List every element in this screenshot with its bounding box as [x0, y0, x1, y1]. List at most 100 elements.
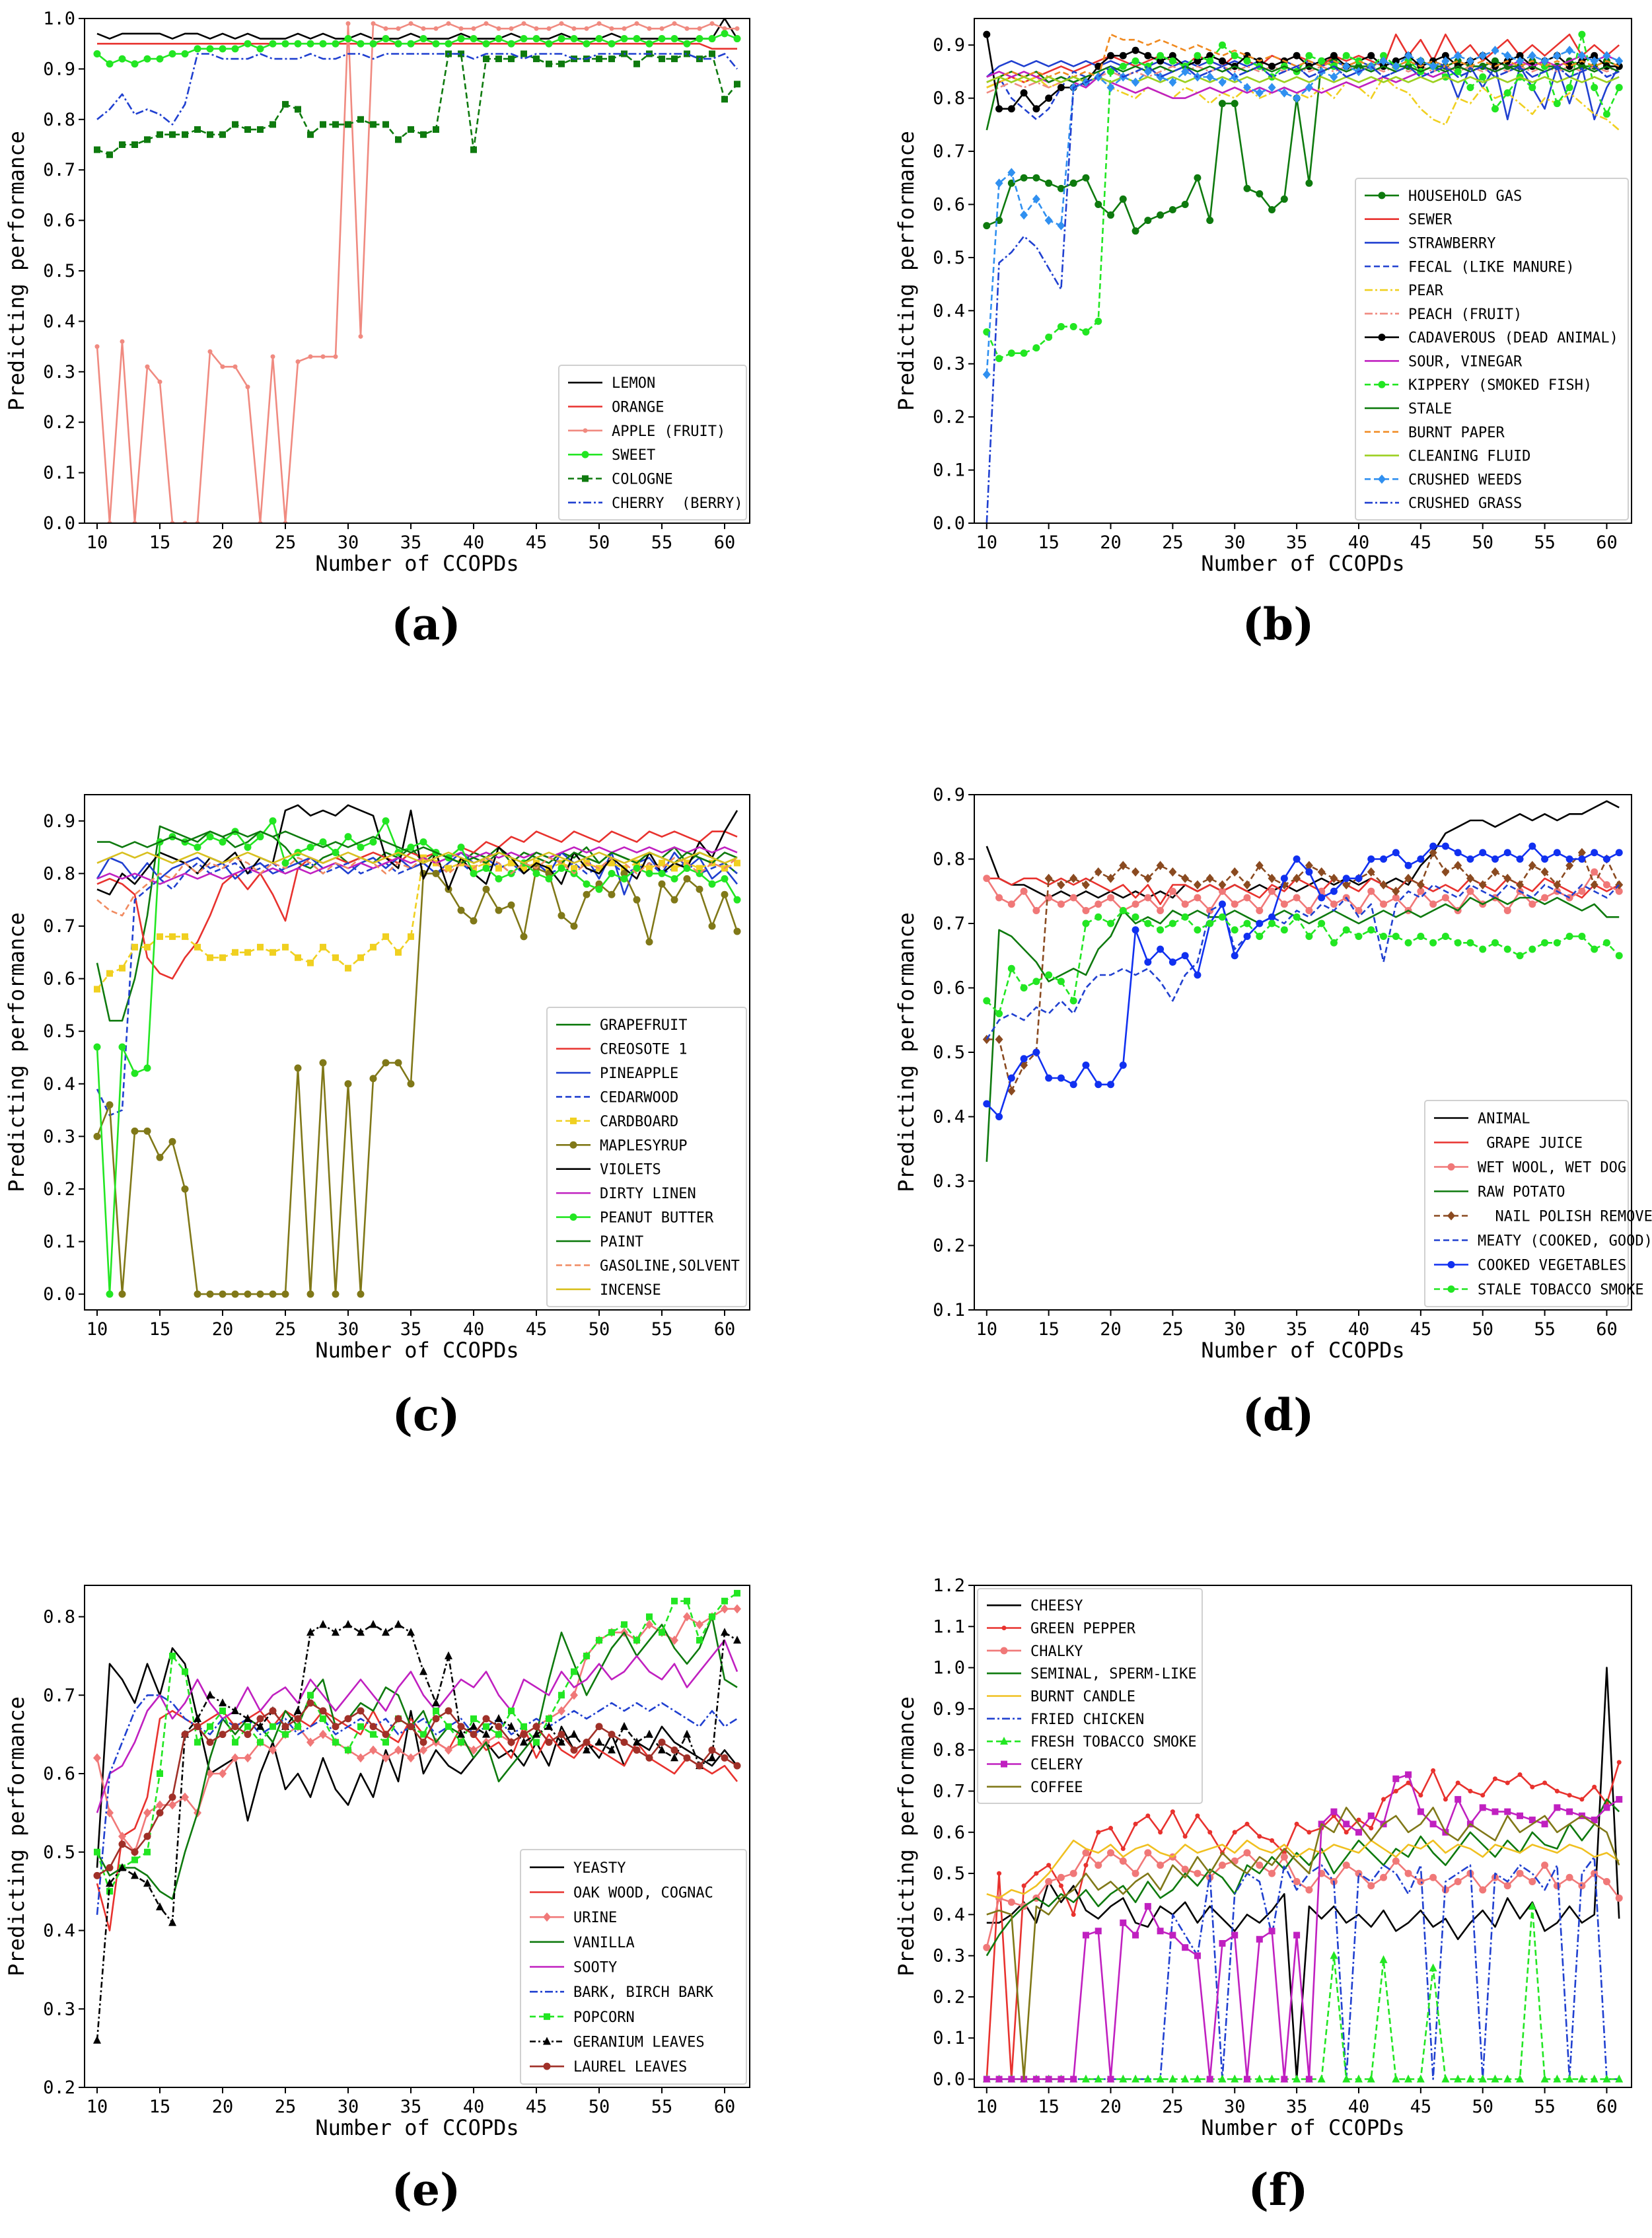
data-point	[1082, 907, 1090, 914]
data-point	[1404, 51, 1413, 61]
data-point	[1157, 1861, 1165, 1869]
data-point	[1095, 900, 1102, 908]
data-point	[1157, 57, 1165, 65]
data-point	[1243, 920, 1251, 927]
data-point	[1007, 105, 1015, 113]
data-point	[1144, 1902, 1151, 1910]
x-tick-label: 30	[338, 532, 359, 553]
data-point	[294, 1706, 302, 1714]
data-point	[709, 1613, 715, 1620]
data-point	[683, 864, 691, 872]
data-point	[281, 1290, 289, 1298]
data-point	[370, 1731, 377, 1738]
data-point	[1280, 875, 1288, 883]
data-point	[1045, 334, 1053, 342]
data-point	[1491, 2074, 1499, 2083]
data-point	[332, 1739, 339, 1746]
data-point	[1602, 855, 1610, 863]
data-point	[1429, 842, 1437, 850]
data-point	[1330, 900, 1338, 908]
data-point	[683, 1729, 691, 1738]
data-point	[407, 1628, 415, 1636]
data-point	[1243, 83, 1252, 92]
data-point	[182, 131, 188, 138]
data-point	[633, 1637, 640, 1644]
data-point	[1293, 855, 1301, 863]
data-point	[1417, 887, 1425, 895]
data-point	[106, 1101, 114, 1109]
data-point	[733, 896, 741, 904]
data-point	[369, 1723, 377, 1731]
data-point	[734, 81, 740, 88]
data-point	[194, 844, 201, 851]
legend-label: COFFEE	[1030, 1780, 1083, 1796]
data-point	[1194, 1952, 1201, 1959]
data-point	[683, 1754, 691, 1762]
chart-panel: 10 15 20 25 30 35 40 45 50 55 60 0.0 0.1 0.2 0.3 0.4 0.5…	[894, 18, 1632, 650]
data-point	[495, 875, 503, 883]
data-point	[1330, 939, 1338, 947]
data-point	[1540, 867, 1549, 877]
x-tick-label: 35	[1286, 1319, 1308, 1340]
data-point	[608, 1745, 616, 1754]
data-point	[1268, 873, 1276, 883]
data-point	[1218, 1861, 1226, 1869]
data-point	[608, 40, 616, 48]
data-point	[1330, 72, 1338, 82]
data-point	[93, 1871, 101, 1879]
series-line	[986, 1856, 1620, 2080]
chart-panel: 10 15 20 25 30 35 40 45 50 55 60 0.0 0.1 0.2 0.3 0.4 0.5…	[4, 794, 750, 1441]
data-point	[344, 1080, 352, 1088]
data-point	[696, 1620, 703, 1630]
data-point	[633, 864, 641, 872]
data-point	[357, 1628, 365, 1636]
data-point	[1293, 873, 1301, 883]
data-point	[1107, 52, 1115, 59]
data-point	[1466, 855, 1474, 863]
data-point	[1119, 861, 1128, 871]
data-point	[256, 1715, 264, 1723]
data-point	[532, 1723, 540, 1731]
data-point	[194, 1723, 201, 1731]
data-point	[1528, 945, 1536, 953]
data-point	[670, 875, 678, 883]
data-point	[1293, 1931, 1301, 1939]
data-point	[93, 2035, 101, 2044]
y-tick-label: 0.7	[43, 1685, 75, 1706]
series-line	[986, 1852, 1620, 1948]
series-line	[96, 32, 738, 65]
data-point	[1032, 2076, 1040, 2083]
data-point	[1305, 861, 1313, 871]
data-point	[432, 1698, 440, 1707]
legend-marker	[544, 2013, 550, 2020]
data-point	[1294, 1821, 1299, 1826]
data-point	[1268, 887, 1276, 895]
data-point	[1416, 2074, 1425, 2083]
data-point	[1069, 1081, 1077, 1089]
legend-label: MEATY (COOKED, GOOD)	[1478, 1233, 1652, 1250]
panel-label: (e)	[392, 2164, 460, 2216]
data-point	[733, 927, 741, 935]
data-point	[1565, 861, 1574, 871]
x-tick-label: 10	[976, 1319, 998, 1340]
data-point	[1615, 849, 1623, 857]
data-point	[307, 1692, 314, 1699]
data-point	[1344, 1830, 1349, 1835]
data-point	[143, 55, 151, 63]
data-point	[1528, 861, 1536, 871]
x-tick-label: 20	[212, 2097, 234, 2117]
x-tick-label: 45	[526, 532, 548, 553]
data-point	[369, 1075, 377, 1083]
x-tick-label: 15	[1038, 1319, 1059, 1340]
legend-label: CADAVEROUS (DEAD ANIMAL)	[1408, 330, 1618, 347]
data-point	[520, 933, 528, 941]
data-point	[1255, 88, 1264, 98]
data-point	[106, 1808, 114, 1818]
data-point	[1479, 849, 1487, 857]
data-point	[1057, 1873, 1065, 1881]
data-point	[1095, 1861, 1102, 1869]
x-tick-label: 40	[1348, 2097, 1370, 2117]
data-point	[1207, 1830, 1213, 1835]
data-point	[733, 1604, 741, 1614]
series-group	[93, 1589, 741, 2044]
